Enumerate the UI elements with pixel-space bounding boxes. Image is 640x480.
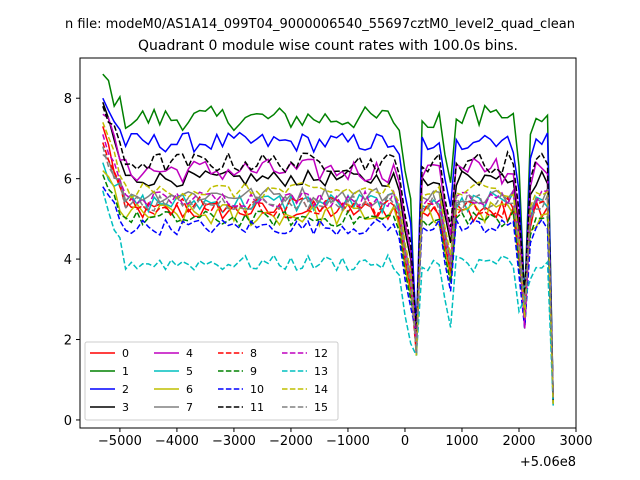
x-tick-label: −4000 <box>155 434 199 449</box>
series-line-2 <box>102 97 554 401</box>
x-tick-label: −1000 <box>326 434 370 449</box>
series-line-1 <box>102 73 554 402</box>
legend-label-13: 13 <box>314 365 328 378</box>
series-line-4 <box>102 113 554 406</box>
legend-label-3: 3 <box>122 401 129 414</box>
legend-label-14: 14 <box>314 383 328 396</box>
x-tick-label: −3000 <box>212 434 256 449</box>
x-ticks: −5000 −4000 −3000 −2000 −1000 0 1000 2000 3000 <box>98 428 593 449</box>
axes-frame <box>79 57 577 429</box>
x-tick-label: 2000 <box>502 434 535 449</box>
legend-frame <box>84 341 339 421</box>
series-line-13 <box>102 190 554 406</box>
legend-label-11: 11 <box>250 401 264 414</box>
y-tick-label: 4 <box>64 253 72 268</box>
legend-label-4: 4 <box>186 347 193 360</box>
x-tick-label: 1000 <box>445 434 478 449</box>
series-line-12 <box>102 134 554 398</box>
legend-label-0: 0 <box>122 347 129 360</box>
series-line-10 <box>102 186 554 401</box>
legend-label-7: 7 <box>186 401 193 414</box>
y-tick-label: 0 <box>64 414 72 429</box>
series-layer <box>102 73 554 406</box>
series-line-6 <box>102 170 554 405</box>
y-ticks: 0 2 4 6 8 <box>64 92 80 429</box>
x-tick-label: 3000 <box>559 434 592 449</box>
chart-title: Quadrant 0 module wise count rates with … <box>138 38 518 54</box>
y-tick-label: 8 <box>64 92 72 107</box>
series-line-3 <box>102 101 554 404</box>
legend-label-6: 6 <box>186 383 193 396</box>
series-line-9 <box>102 174 554 401</box>
legend-label-10: 10 <box>250 383 264 396</box>
x-tick-label: 0 <box>401 434 409 449</box>
y-tick-label: 2 <box>64 334 72 349</box>
legend-label-5: 5 <box>186 365 193 378</box>
y-tick-label: 6 <box>64 173 72 188</box>
plot-area: −5000 −4000 −3000 −2000 −1000 0 1000 2000 3000 0… <box>64 57 593 470</box>
series-line-8 <box>102 142 554 400</box>
legend-label-9: 9 <box>250 365 257 378</box>
x-tick-label: −2000 <box>269 434 313 449</box>
legend-label-12: 12 <box>314 347 328 360</box>
series-line-15 <box>102 146 554 395</box>
legend-label-1: 1 <box>122 365 129 378</box>
series-line-11 <box>102 106 554 398</box>
x-tick-label: −5000 <box>98 434 142 449</box>
chart-suptitle: n file: modeM0/AS1A14_099T04_9000006540_… <box>65 17 575 32</box>
x-offset-label: +5.06e8 <box>520 455 576 470</box>
legend-label-15: 15 <box>314 401 328 414</box>
legend-label-8: 8 <box>250 347 257 360</box>
legend-label-2: 2 <box>122 383 129 396</box>
